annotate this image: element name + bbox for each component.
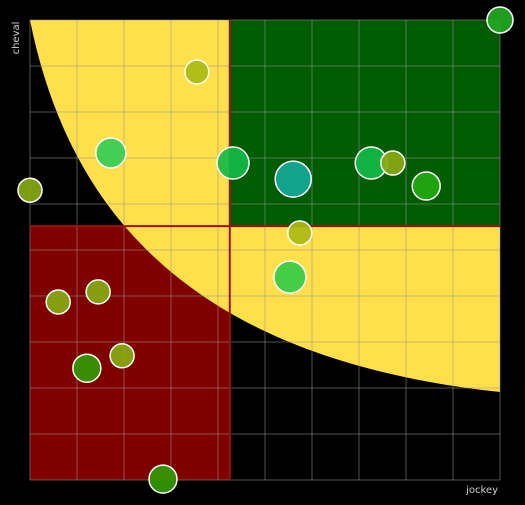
- bubble: [45, 289, 71, 315]
- bubble: [287, 220, 313, 246]
- bubble: [184, 59, 210, 85]
- bubble: [486, 6, 514, 34]
- high-zone: [229, 20, 500, 227]
- bubble: [274, 160, 312, 198]
- bubble: [273, 260, 307, 294]
- x-axis-label: jockey: [465, 485, 498, 496]
- bubble: [109, 343, 135, 369]
- bubble: [148, 464, 178, 494]
- bubble: [380, 150, 406, 176]
- y-axis-label: cheval: [11, 22, 22, 55]
- bubble: [72, 353, 102, 383]
- bubble: [17, 177, 43, 203]
- bubble: [85, 279, 111, 305]
- bubble: [95, 137, 127, 169]
- bubble: [411, 171, 441, 201]
- bubble: [216, 146, 250, 180]
